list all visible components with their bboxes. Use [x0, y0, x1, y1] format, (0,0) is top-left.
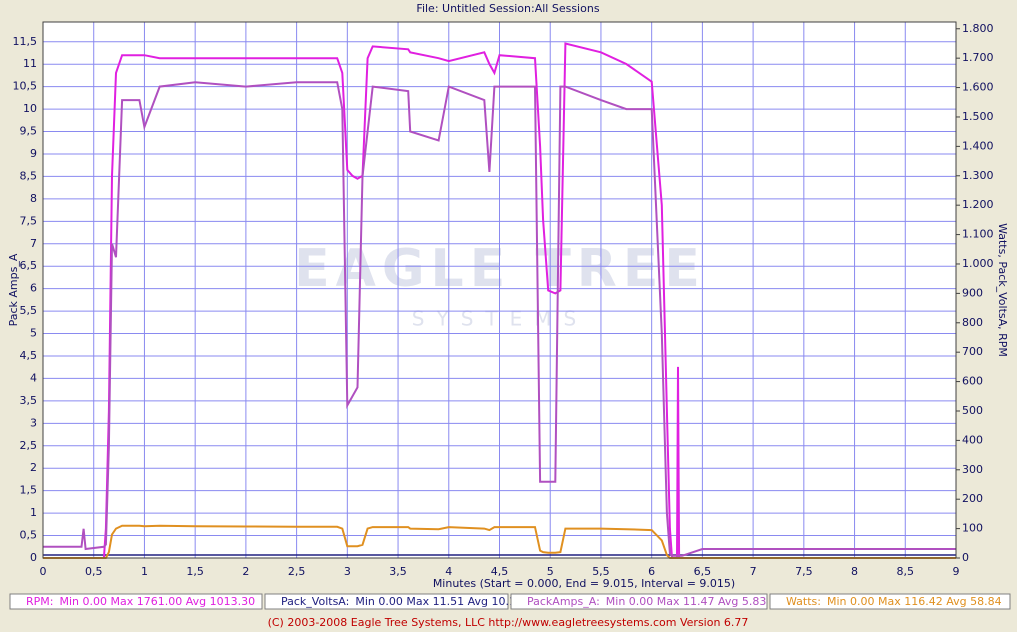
watermark: SYSTEMS: [412, 307, 588, 331]
stats-text: Min 0.00 Max 11.47 Avg 5.83: [606, 595, 767, 608]
x-tick-label: 8: [851, 565, 858, 578]
y2-tick-label: 600: [962, 375, 983, 388]
x-tick-label: 5,5: [592, 565, 610, 578]
series-line: [43, 81, 956, 557]
x-tick-label: 2,5: [288, 565, 306, 578]
y2-tick-label: 1.200: [962, 198, 994, 211]
y2-axis-label: Watts, Pack_VoltsA, RPM: [996, 223, 1009, 357]
x-tick-label: 8,5: [897, 565, 915, 578]
y-tick-label: 5: [30, 327, 37, 340]
y-tick-label: 7,5: [20, 214, 38, 227]
x-tick-label: 3: [344, 565, 351, 578]
y-tick-label: 9,5: [20, 125, 38, 138]
y-tick-label: 11,5: [13, 35, 38, 48]
y-tick-label: 2: [30, 461, 37, 474]
y2-tick-label: 1.300: [962, 169, 994, 182]
series-line: [43, 524, 956, 559]
x-tick-label: 7: [750, 565, 757, 578]
stats-name: Pack_VoltsA:: [281, 595, 349, 608]
y2-tick-label: 900: [962, 286, 983, 299]
series-line: [43, 42, 956, 559]
x-tick-label: 0: [40, 565, 47, 578]
stats-box: [9, 593, 263, 610]
chart-title: File: Untitled Session:All Sessions: [416, 2, 599, 15]
x-tick-label: 9: [953, 565, 960, 578]
x-tick-label: 4,5: [491, 565, 509, 578]
y2-tick-label: 700: [962, 345, 983, 358]
y-tick-label: 4,5: [20, 349, 38, 362]
stats-name: PackAmps_A:: [527, 595, 600, 608]
y-tick-label: 11: [23, 57, 37, 70]
y-tick-label: 3: [30, 416, 37, 429]
y-tick-label: 0: [30, 551, 37, 564]
x-tick-label: 4: [445, 565, 452, 578]
footer: (C) 2003-2008 Eagle Tree Systems, LLC ht…: [268, 616, 749, 629]
y-axis-label: Pack Amps_A: [7, 253, 20, 326]
y-tick-label: 6: [30, 282, 37, 295]
y-tick-label: 10: [23, 102, 37, 115]
y-tick-label: 1,5: [20, 484, 38, 497]
stats-text: Min 0.00 Max 1761.00 Avg 1013.30: [59, 595, 255, 608]
x-tick-label: 2: [242, 565, 249, 578]
stats-box: [264, 593, 509, 610]
x-tick-label: 3,5: [389, 565, 407, 578]
plot-border: [42, 21, 957, 559]
x-tick-label: 6,5: [694, 565, 712, 578]
y2-tick-label: 300: [962, 463, 983, 476]
y2-tick-label: 500: [962, 404, 983, 417]
y2-tick-label: 1.000: [962, 257, 994, 270]
y-tick-label: 2,5: [20, 439, 38, 452]
stats-box: [769, 593, 1011, 610]
stats-box: [510, 593, 768, 610]
y-tick-label: 3,5: [20, 394, 38, 407]
x-axis-label: Minutes (Start = 0.000, End = 9.015, Int…: [433, 577, 735, 590]
y2-tick-label: 200: [962, 492, 983, 505]
y2-tick-label: 1.100: [962, 228, 994, 241]
y-tick-label: 7: [30, 237, 37, 250]
x-tick-label: 5: [547, 565, 554, 578]
y-tick-label: 0,5: [20, 529, 38, 542]
y-tick-label: 4: [30, 371, 37, 384]
y2-tick-label: 1.800: [962, 22, 994, 35]
y2-tick-label: 1.700: [962, 51, 994, 64]
x-tick-label: 6: [648, 565, 655, 578]
y-tick-label: 1: [30, 506, 37, 519]
y-tick-label: 8: [30, 192, 37, 205]
y2-tick-label: 1.400: [962, 139, 994, 152]
y2-tick-label: 0: [962, 551, 969, 564]
y-tick-label: 9: [30, 147, 37, 160]
y2-tick-label: 1.500: [962, 110, 994, 123]
y-tick-label: 6,5: [20, 259, 38, 272]
stats-name: Watts:: [786, 595, 821, 608]
y2-tick-label: 1.600: [962, 81, 994, 94]
x-tick-label: 1: [141, 565, 148, 578]
y-tick-label: 8,5: [20, 169, 38, 182]
stats-name: RPM:: [26, 595, 53, 608]
x-tick-label: 1,5: [186, 565, 204, 578]
y2-tick-label: 400: [962, 433, 983, 446]
y2-tick-label: 100: [962, 522, 983, 535]
stats-text: Min 0.00 Max 11.51 Avg 10.16: [355, 595, 523, 608]
y-tick-label: 5,5: [20, 304, 38, 317]
x-tick-label: 0,5: [85, 565, 103, 578]
y2-tick-label: 800: [962, 316, 983, 329]
x-tick-label: 7,5: [795, 565, 813, 578]
y-tick-label: 10,5: [13, 80, 38, 93]
stats-text: Min 0.00 Max 116.42 Avg 58.84: [827, 595, 1002, 608]
